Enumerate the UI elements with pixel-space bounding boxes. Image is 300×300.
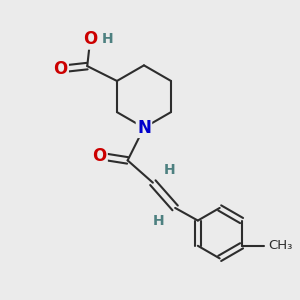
Text: CH₃: CH₃ xyxy=(268,239,293,252)
Text: O: O xyxy=(92,147,106,165)
Text: H: H xyxy=(153,214,165,228)
Text: N: N xyxy=(137,119,151,137)
Text: O: O xyxy=(53,60,68,78)
Text: H: H xyxy=(164,163,175,177)
Text: H: H xyxy=(102,32,114,46)
Text: O: O xyxy=(83,30,97,48)
